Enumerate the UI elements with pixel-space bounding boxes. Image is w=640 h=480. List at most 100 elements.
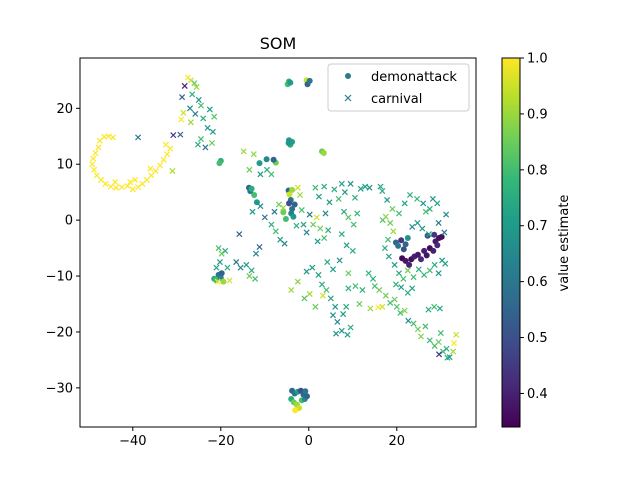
demonattack-point: [289, 186, 296, 193]
legend-box: [327, 63, 470, 112]
demonattack-point: [400, 246, 407, 253]
carnival-point: [419, 225, 426, 232]
carnival-point: [202, 144, 209, 151]
chart-title: SOM: [260, 34, 297, 53]
carnival-point: [319, 292, 326, 299]
carnival-point: [404, 289, 411, 296]
demonattack-point: [302, 388, 309, 395]
axes-frame: [79, 57, 477, 428]
carnival-point: [252, 275, 259, 282]
demonattack-point: [285, 140, 292, 146]
carnival-point: [135, 184, 142, 191]
carnival-point: [425, 306, 432, 313]
carnival-point: [208, 139, 216, 147]
carnival-point: [354, 210, 361, 217]
colorbar-ticks: 0.4 0.5 0.6 0.7 0.8 0.9 1.0: [520, 52, 548, 402]
carnival-point: [434, 200, 441, 207]
carnival-point: [426, 267, 433, 274]
carnival-point: [313, 214, 320, 221]
carnival-point: [322, 210, 329, 217]
carnival-point: [160, 156, 167, 163]
carnival-point: [197, 102, 205, 109]
carnival-point: [189, 91, 196, 98]
carnival-point: [349, 247, 356, 254]
carnival-point: [414, 326, 421, 333]
carnival-point: [443, 211, 450, 218]
carnival-point: [404, 267, 411, 274]
carnival-point: [294, 278, 301, 285]
carnival-point: [236, 231, 243, 238]
carnival-point: [344, 331, 351, 338]
carnival-point: [417, 333, 425, 340]
carnival-point: [429, 195, 436, 202]
carnival-point: [437, 330, 444, 337]
carnival-point: [280, 204, 287, 211]
carnival-point: [213, 264, 220, 271]
points-layer: [89, 74, 460, 414]
carnival-point: [414, 195, 421, 202]
carnival-point: [426, 337, 433, 344]
carnival-point: [246, 273, 253, 280]
carnival-point: [450, 340, 458, 347]
carnival-point: [435, 219, 442, 226]
carnival-point: [379, 303, 386, 310]
carnival-point: [422, 208, 429, 215]
carnival-point: [435, 338, 442, 346]
x-tick-label: 0: [305, 434, 313, 449]
carnival-point: [315, 193, 322, 200]
carnival-point: [152, 167, 159, 174]
carnival-point: [352, 283, 359, 290]
carnival-point: [390, 228, 397, 235]
carnival-point: [256, 243, 263, 250]
colorbar-tick-label: 0.5: [527, 331, 548, 346]
carnival-point: [216, 259, 223, 266]
carnival-point: [170, 132, 177, 139]
demonattack-point: [414, 251, 421, 258]
demonattack-point: [248, 185, 255, 192]
carnival-point: [410, 320, 417, 327]
demonattack-point: [220, 278, 227, 285]
carnival-point: [107, 183, 114, 190]
carnival-point: [194, 141, 201, 148]
carnival-point: [124, 183, 131, 190]
y-axis: −30 −20 −10 0 10 20: [46, 102, 80, 396]
carnival-point: [162, 141, 169, 148]
carnival-point: [118, 184, 125, 191]
carnival-point: [362, 183, 369, 190]
carnival-point: [318, 281, 326, 288]
demonattack-point: [320, 150, 327, 156]
carnival-point: [303, 229, 310, 236]
carnival-point: [382, 213, 389, 220]
demonattack-point: [216, 160, 223, 167]
carnival-point: [131, 176, 139, 183]
carnival-point: [370, 275, 377, 282]
carnival-point: [379, 188, 386, 195]
carnival-point: [409, 285, 416, 292]
carnival-point: [343, 242, 350, 249]
carnival-point: [391, 296, 398, 303]
colorbar-tick-label: 0.4: [527, 387, 548, 402]
colorbar: 0.4 0.5 0.6 0.7 0.8 0.9 1.0 value estimate: [501, 52, 572, 428]
demonattack-point: [256, 160, 263, 167]
carnival-point: [321, 235, 328, 242]
demonattack-point: [404, 235, 411, 241]
carnival-point: [453, 331, 460, 338]
demonattack-point: [306, 77, 313, 84]
carnival-point: [435, 270, 442, 277]
carnival-point: [395, 210, 403, 217]
legend-marker-demonattack: [345, 73, 351, 79]
carnival-point: [389, 205, 396, 212]
colorbar-gradient: [502, 58, 520, 427]
carnival-point: [192, 110, 199, 117]
carnival-point: [421, 271, 428, 278]
carnival-point: [252, 250, 260, 257]
colorbar-tick-label: 0.6: [527, 275, 548, 290]
carnival-point: [209, 128, 216, 135]
demonattack-point: [287, 79, 294, 86]
carnival-point: [177, 131, 184, 138]
carnival-point: [310, 221, 317, 228]
carnival-point: [338, 180, 345, 187]
carnival-point: [333, 330, 340, 337]
y-tick-label: −30: [46, 381, 73, 396]
